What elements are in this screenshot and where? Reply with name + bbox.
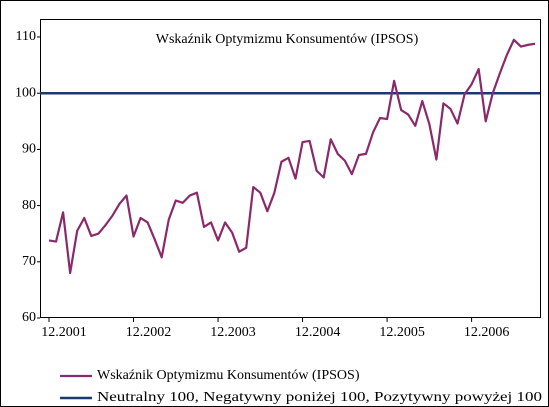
y-tick-label: 60 bbox=[22, 310, 36, 325]
x-tick-label: 12.2002 bbox=[126, 325, 172, 340]
x-tick-label: 12.2005 bbox=[379, 325, 425, 340]
data-line bbox=[48, 38, 536, 275]
chart-title: Wskaźnik Optymizmu Konsumentów (IPSOS) bbox=[156, 32, 419, 47]
plot-area bbox=[40, 19, 541, 318]
y-tick-label: 70 bbox=[22, 254, 36, 269]
y-tick-label: 80 bbox=[22, 198, 36, 213]
legend-label: Neutralny 100, Negatywny poniżej 100, Po… bbox=[97, 390, 542, 405]
x-tick-label: 12.2006 bbox=[464, 325, 510, 340]
y-tick-label: 110 bbox=[16, 29, 36, 44]
y-tick-label: 90 bbox=[22, 142, 36, 157]
y-tick-label: 100 bbox=[15, 85, 36, 100]
x-tick-label: 12.2001 bbox=[41, 325, 87, 340]
x-tick-label: 12.2004 bbox=[295, 325, 341, 340]
x-tick-label: 12.2003 bbox=[210, 325, 256, 340]
legend-label: Wskaźnik Optymizmu Konsumentów (IPSOS) bbox=[97, 368, 360, 383]
